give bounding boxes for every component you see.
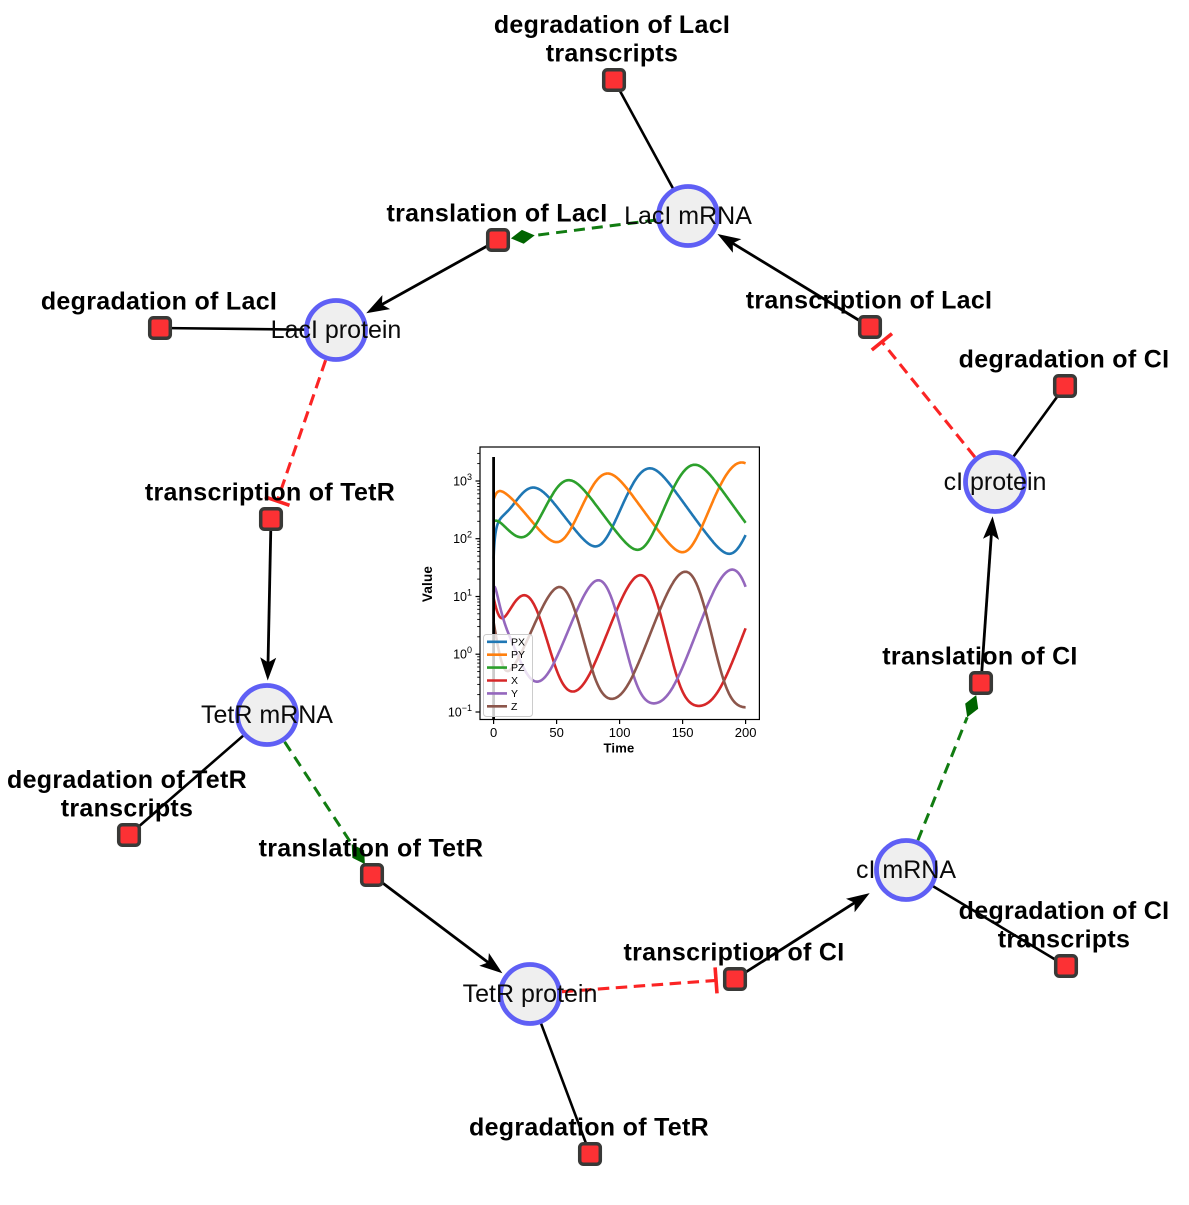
svg-text:100: 100 bbox=[609, 725, 631, 740]
svg-text:PY: PY bbox=[511, 649, 525, 661]
svg-text:cI protein: cI protein bbox=[944, 468, 1047, 496]
svg-text:X: X bbox=[511, 675, 518, 687]
svg-text:Time: Time bbox=[604, 741, 635, 756]
svg-text:PX: PX bbox=[511, 636, 525, 648]
svg-text:degradation of TetR: degradation of TetR bbox=[469, 1114, 709, 1142]
svg-text:TetR mRNA: TetR mRNA bbox=[201, 701, 333, 729]
svg-text:200: 200 bbox=[735, 725, 757, 740]
svg-text:transcription of LacI: transcription of LacI bbox=[746, 287, 993, 315]
svg-text:translation of LacI: translation of LacI bbox=[386, 200, 607, 228]
svg-text:Z: Z bbox=[511, 701, 518, 713]
svg-text:degradation of TetR: degradation of TetR bbox=[7, 766, 247, 794]
svg-text:translation of CI: translation of CI bbox=[882, 643, 1077, 671]
svg-text:150: 150 bbox=[672, 725, 694, 740]
svg-text:Value: Value bbox=[420, 566, 435, 603]
svg-text:transcripts: transcripts bbox=[61, 795, 194, 823]
svg-text:TetR protein: TetR protein bbox=[463, 980, 598, 1008]
svg-text:translation of TetR: translation of TetR bbox=[259, 835, 484, 863]
svg-text:PZ: PZ bbox=[511, 662, 525, 674]
svg-text:transcription of CI: transcription of CI bbox=[624, 939, 845, 967]
svg-text:cI mRNA: cI mRNA bbox=[856, 856, 956, 884]
svg-text:0: 0 bbox=[490, 725, 497, 740]
svg-text:degradation of CI: degradation of CI bbox=[959, 346, 1170, 374]
svg-text:transcripts: transcripts bbox=[546, 40, 679, 68]
svg-text:degradation of LacI: degradation of LacI bbox=[494, 11, 730, 39]
svg-text:transcripts: transcripts bbox=[998, 926, 1131, 954]
svg-text:Y: Y bbox=[511, 688, 518, 700]
svg-text:LacI protein: LacI protein bbox=[271, 316, 402, 344]
svg-text:degradation of LacI: degradation of LacI bbox=[41, 288, 277, 316]
svg-text:50: 50 bbox=[549, 725, 563, 740]
svg-text:transcription of TetR: transcription of TetR bbox=[145, 479, 395, 507]
svg-text:LacI mRNA: LacI mRNA bbox=[624, 202, 752, 230]
svg-text:degradation of CI: degradation of CI bbox=[959, 897, 1170, 925]
